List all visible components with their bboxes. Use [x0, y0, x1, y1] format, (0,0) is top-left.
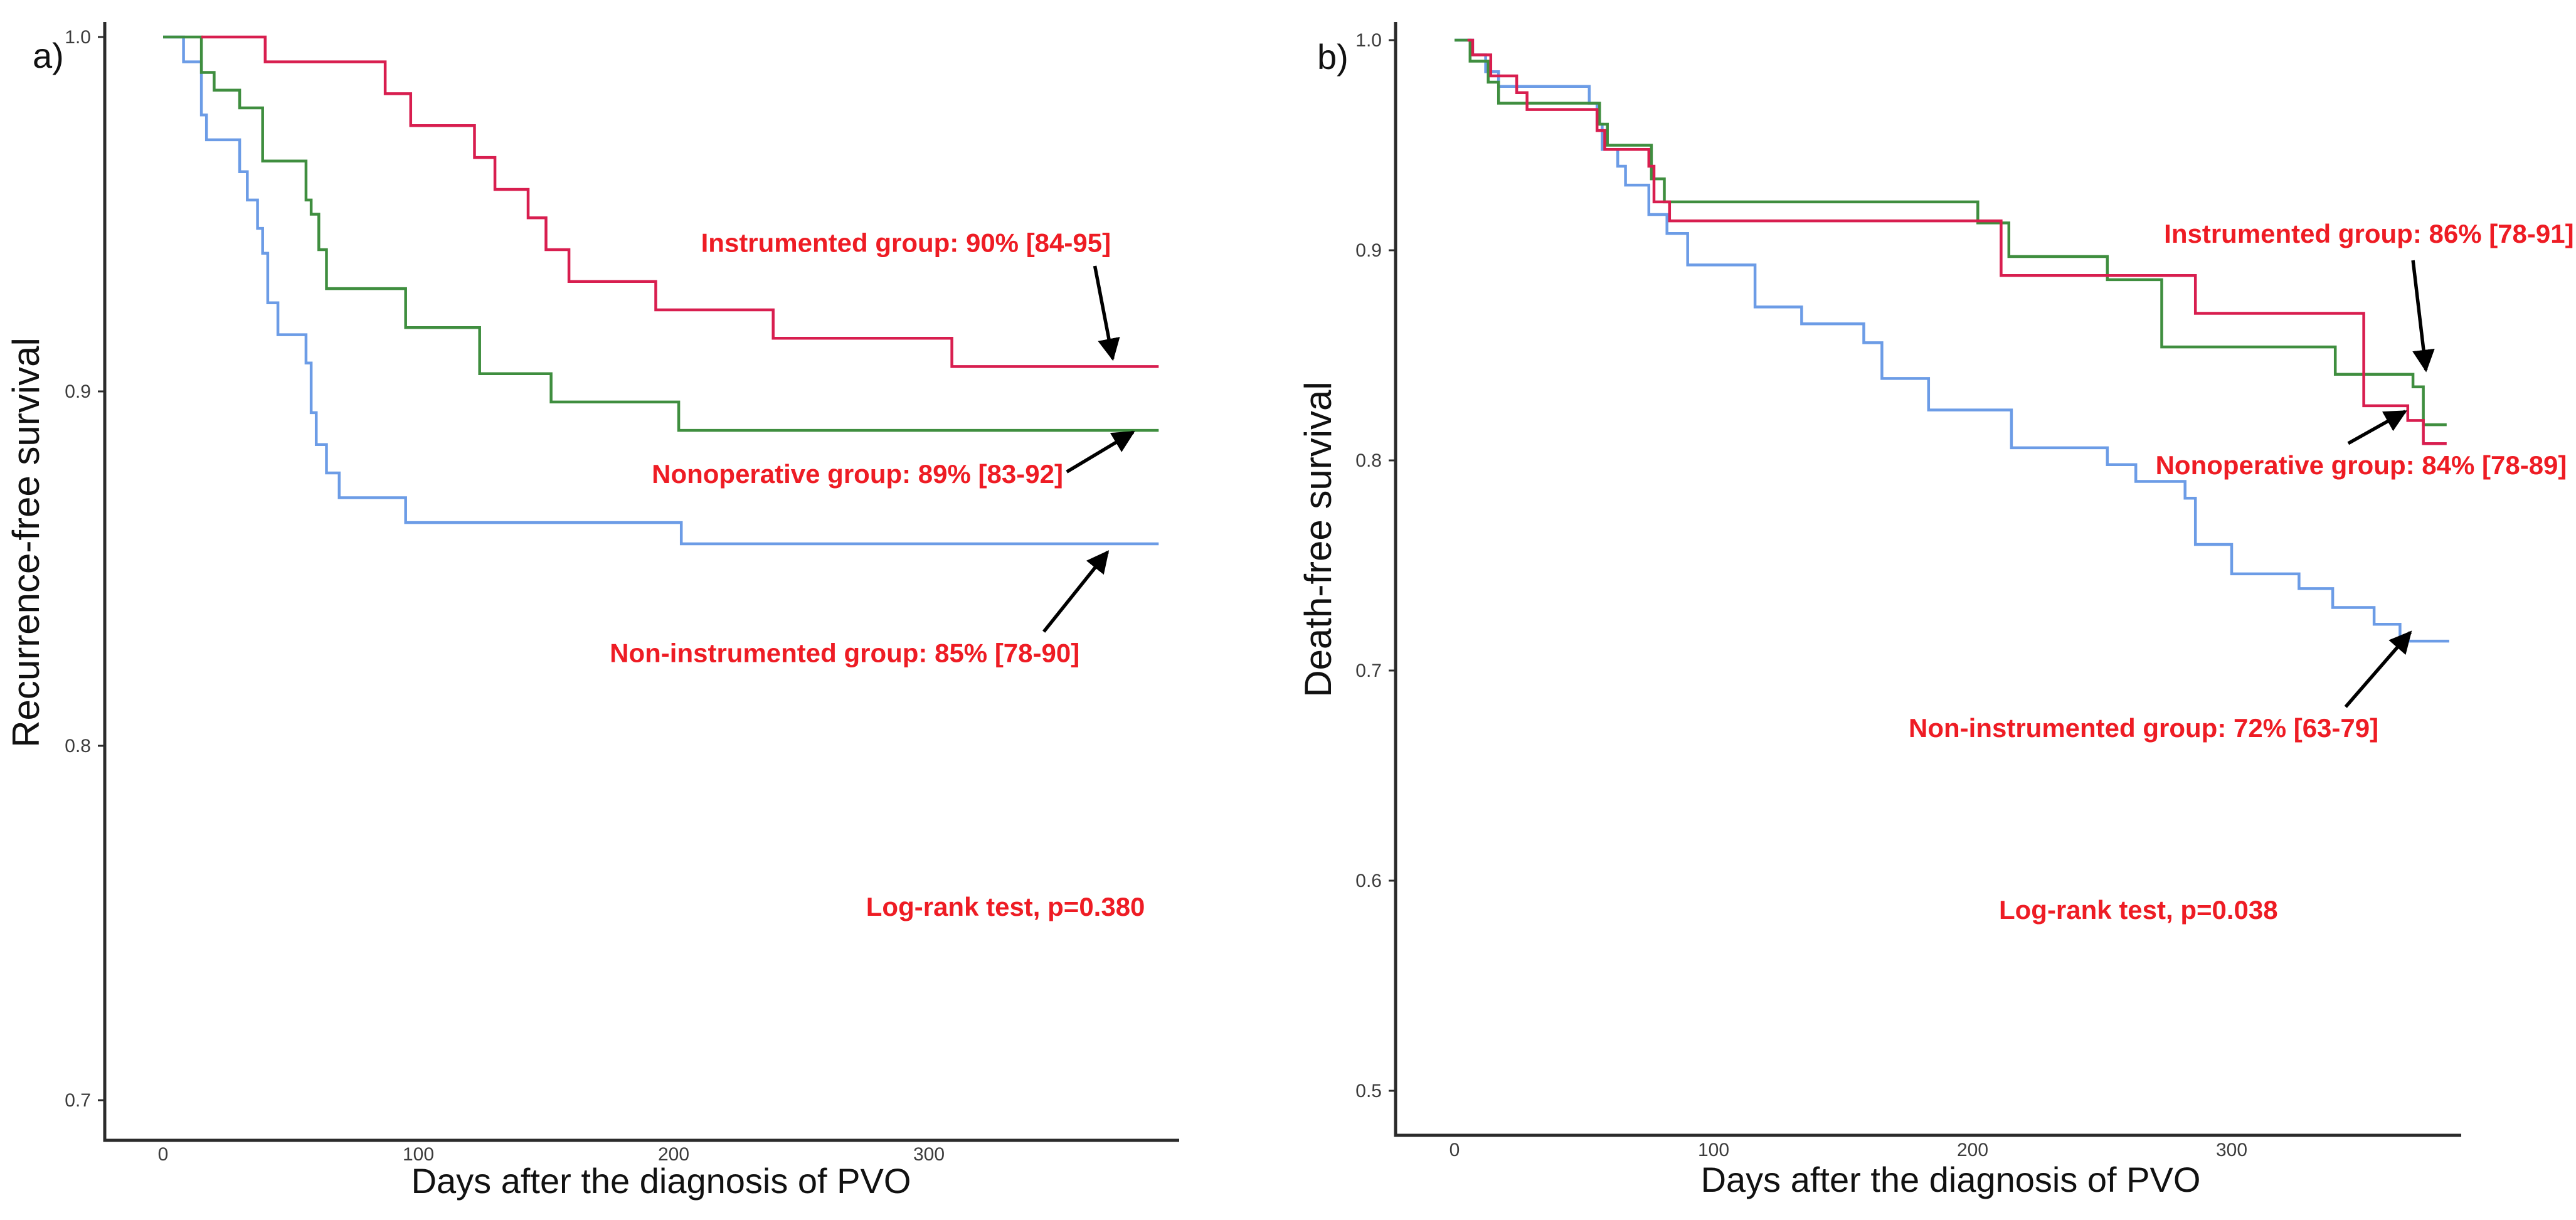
annotation-text-1-panel-a: Nonoperative group: 89% [83-92]	[652, 459, 1063, 489]
annotation-arrow-2-panel-a	[1042, 550, 1110, 633]
x-tick-label-300-panel-b: 300	[2216, 1140, 2247, 1160]
x-tick-label-200-panel-a: 200	[658, 1144, 689, 1165]
panel-b: b) Death-free survival Days after the di…	[1297, 22, 2574, 1199]
stats-annotation-panel-a: Log-rank test, p=0.380	[866, 892, 1145, 921]
y-tick-label-0.6-panel-b: 0.6	[1355, 871, 1382, 891]
x-tick-label-0-panel-b: 0	[1450, 1140, 1460, 1160]
panel-a-y-axis-title: Recurrence-free survival	[5, 337, 47, 748]
y-tick-label-1.0-panel-b: 1.0	[1355, 30, 1382, 51]
y-tick-label-0.7-panel-a: 0.7	[65, 1090, 91, 1111]
annotation-text-1-panel-b: Nonoperative group: 84% [78-89]	[2156, 450, 2567, 480]
annotation-text-0-panel-b: Instrumented group: 86% [78-91]	[2164, 219, 2573, 248]
y-tick-label-0.8-panel-a: 0.8	[65, 736, 91, 756]
annotation-text-2-panel-b: Non-instrumented group: 72% [63-79]	[1909, 713, 2378, 743]
annotation-arrow-0-panel-b	[2411, 260, 2435, 373]
y-tick-label-0.5-panel-b: 0.5	[1355, 1081, 1382, 1101]
y-tick-label-1.0-panel-a: 1.0	[65, 27, 91, 48]
x-tick-label-0-panel-a: 0	[158, 1144, 169, 1165]
km-curve-nonoperative-panel-b	[1455, 38, 2447, 427]
panel-a: a) Recurrence-free survival Days after t…	[5, 22, 1179, 1201]
stats-annotation-panel-b: Log-rank test, p=0.038	[1999, 895, 2278, 925]
annotation-arrow-1-panel-b	[2347, 410, 2407, 445]
y-tick-label-0.7-panel-b: 0.7	[1355, 660, 1382, 681]
panel-b-plot-area: 1.0 0.9 0.8 0.7 0.6 0.5 0 100 200 300 Instrumented…	[1355, 22, 2574, 1160]
annotation-arrow-0-panel-a	[1093, 265, 1120, 361]
panel-a-x-axis-title: Days after the diagnosis of PVO	[411, 1161, 911, 1201]
km-curve-instrumented-panel-b	[1467, 38, 2447, 445]
annotation-text-2-panel-a: Non-instrumented group: 85% [78-90]	[610, 638, 1079, 667]
annotation-arrow-1-panel-a	[1066, 430, 1135, 474]
panel-b-y-axis-title: Death-free survival	[1297, 381, 1339, 698]
x-tick-label-100-panel-b: 100	[1698, 1140, 1729, 1160]
panel-a-plot-area: 1.0 0.9 0.8 0.7 0 100 200 300 Instrumented group…	[65, 22, 1179, 1165]
y-tick-label-0.9-panel-b: 0.9	[1355, 240, 1382, 261]
y-tick-label-0.8-panel-b: 0.8	[1355, 450, 1382, 471]
annotation-text-0-panel-a: Instrumented group: 90% [84-95]	[701, 228, 1111, 258]
km-curve-non-instrumented-panel-a	[163, 35, 1159, 546]
y-tick-label-0.9-panel-a: 0.9	[65, 381, 91, 402]
x-tick-label-200-panel-b: 200	[1957, 1140, 1988, 1160]
x-tick-label-300-panel-a: 300	[913, 1144, 945, 1165]
axes-panel-a	[103, 22, 1179, 1142]
axes-panel-b	[1394, 22, 2461, 1137]
panel-b-x-axis-title: Days after the diagnosis of PVO	[1701, 1160, 2201, 1199]
annotation-arrow-2-panel-b	[2344, 630, 2412, 708]
panel-b-letter: b)	[1317, 37, 1349, 77]
km-curve-instrumented-panel-a	[201, 35, 1159, 368]
km-curve-nonoperative-panel-a	[163, 35, 1159, 432]
panel-a-letter: a)	[33, 36, 64, 75]
x-tick-label-100-panel-a: 100	[403, 1144, 434, 1165]
